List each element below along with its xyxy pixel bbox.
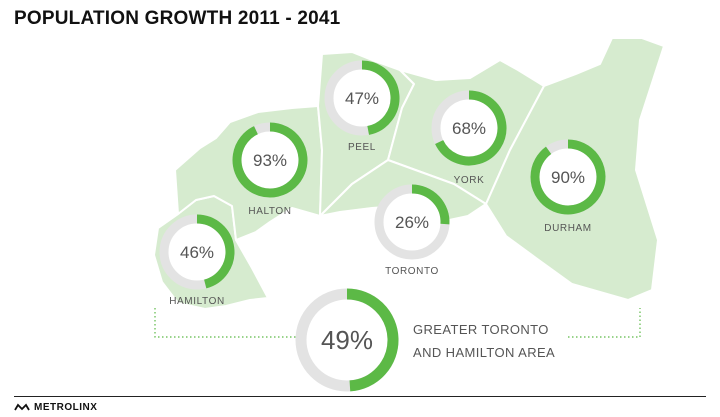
growth-value-york: 68% — [452, 119, 486, 138]
bracket-right — [568, 308, 641, 338]
total-label-line1: GREATER TORONTO — [413, 322, 549, 337]
growth-value-halton: 93% — [253, 151, 287, 170]
ring-fill-york — [435, 90, 507, 166]
ring-fill-total — [346, 288, 399, 392]
total-label-line2: AND HAMILTON AREA — [413, 345, 555, 360]
ring-toronto: 26% — [374, 184, 450, 260]
region-label-peel: PEEL — [348, 142, 376, 153]
ring-fill-peel — [361, 60, 400, 135]
growth-value-durham: 90% — [551, 168, 585, 187]
ring-durham: 90% — [530, 139, 606, 215]
ring-hamilton: 46% — [159, 214, 235, 290]
footer-divider — [14, 396, 706, 397]
region-label-toronto: TORONTO — [385, 266, 439, 277]
ring-total: 49% — [295, 288, 399, 392]
growth-value-toronto: 26% — [395, 213, 429, 232]
page-title: POPULATION GROWTH 2011 - 2041 — [14, 8, 341, 29]
ring-fill-halton — [232, 122, 308, 198]
region-label-durham: DURHAM — [544, 223, 592, 234]
bracket-left — [154, 308, 300, 338]
growth-value-total: 49% — [321, 325, 373, 355]
growth-value-hamilton: 46% — [180, 243, 214, 262]
metrolinx-logo-icon — [14, 403, 30, 411]
region-label-hamilton: HAMILTON — [169, 296, 225, 307]
growth-value-peel: 47% — [345, 89, 379, 108]
region-label-halton: HALTON — [248, 206, 291, 217]
footer-brand: METROLINX — [14, 402, 97, 413]
ring-fill-durham — [530, 139, 606, 215]
region-label-york: YORK — [454, 175, 485, 186]
ring-fill-hamilton — [196, 214, 235, 289]
ring-peel: 47% — [324, 60, 400, 136]
ring-fill-toronto — [411, 184, 450, 225]
bracket-lines — [154, 308, 641, 338]
ring-halton: 93% — [232, 122, 308, 198]
brand-name: METROLINX — [34, 402, 98, 413]
ring-york: 68% — [431, 90, 507, 166]
